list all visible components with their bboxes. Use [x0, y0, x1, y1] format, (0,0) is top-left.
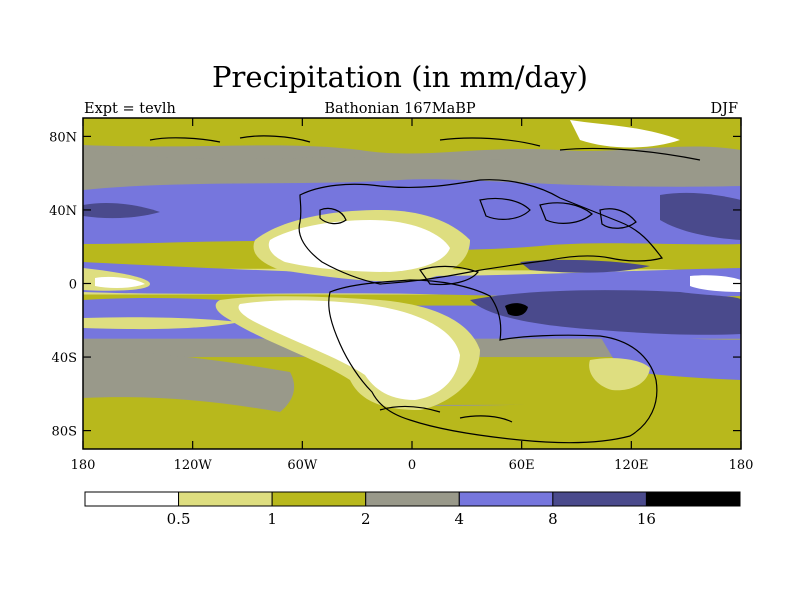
south-polar-yellow-band	[83, 399, 741, 449]
period-label: Bathonian 167MaBP	[324, 101, 476, 117]
colorbar-label: 1	[267, 510, 277, 528]
x-tick-label: 60W	[287, 458, 318, 473]
x-tick-label: 120W	[174, 458, 213, 473]
tethys-island-4	[599, 208, 637, 229]
experiment-label: Expt = tevlh	[84, 101, 176, 117]
laurasia-coastline	[298, 179, 664, 285]
y-tick-label: 80S	[52, 425, 77, 440]
tethys-island-2	[479, 197, 531, 220]
gondwana-dry-interior	[238, 300, 460, 400]
y-tick-label: 40N	[49, 204, 77, 219]
south-grey-band	[83, 350, 295, 412]
colorbar-swatch-1	[178, 491, 273, 507]
x-tick-label: 180	[729, 458, 754, 473]
east-gondwana-yellow-patch	[537, 376, 600, 412]
colorbar-swatch-3	[365, 491, 460, 507]
east-pacific-dry-patch	[95, 276, 145, 289]
arctic-coastlines	[149, 135, 701, 161]
regional-patches	[83, 118, 741, 449]
west-pacific-dry-patch	[690, 275, 741, 292]
colorbar-label: 4	[455, 510, 465, 528]
laurasia-dry-interior	[268, 220, 450, 272]
antarctic-coastlines	[379, 405, 513, 423]
north-pacific-dark-patch	[660, 192, 741, 240]
coastlines	[149, 135, 701, 444]
map-field	[83, 118, 741, 449]
peak-precip-patch	[505, 303, 528, 316]
colorbar-swatch-4	[458, 491, 554, 507]
x-tick-label: 0	[408, 458, 416, 473]
continental-interiors	[215, 210, 650, 412]
colorbar-label: 0.5	[167, 510, 191, 528]
north-grey-band	[83, 150, 741, 193]
arctic-white-patch	[570, 120, 680, 148]
tethys-dark-band	[520, 259, 650, 273]
colorbar-swatch-5	[552, 491, 647, 507]
season-label: DJF	[710, 101, 739, 117]
colorbar-label: 16	[637, 510, 656, 528]
colorbar-swatch-2	[271, 491, 367, 507]
colorbar-swatch-6	[645, 491, 741, 507]
colorbar-label: 2	[361, 510, 371, 528]
colorbar: 0.5 1 2 4 8 16	[84, 491, 741, 528]
north-atlantic-dark-patch	[83, 202, 160, 219]
x-axis: 180 120W 60W 0 60E 120E 180	[71, 118, 754, 473]
gondwana-coastline	[328, 279, 658, 444]
southern-dark-band	[470, 290, 741, 335]
south-pacific-light-patch	[83, 317, 240, 330]
colorbar-swatch-0	[84, 491, 180, 507]
x-tick-label: 120E	[614, 458, 648, 473]
y-tick-label: 0	[69, 278, 77, 293]
x-tick-label: 60E	[509, 458, 535, 473]
y-tick-label: 80N	[49, 130, 77, 145]
colorbar-label: 8	[548, 510, 558, 528]
tethys-island-3	[539, 202, 593, 224]
tethys-island-1	[419, 265, 480, 286]
tethys-island-5	[319, 207, 347, 225]
x-tick-label: 180	[71, 458, 96, 473]
antarctic-light-patch	[589, 358, 650, 391]
map-title: Precipitation (in mm/day)	[212, 60, 588, 94]
y-tick-label: 40S	[52, 351, 77, 366]
y-axis: 80N 40N 0 40S 80S	[49, 130, 741, 440]
